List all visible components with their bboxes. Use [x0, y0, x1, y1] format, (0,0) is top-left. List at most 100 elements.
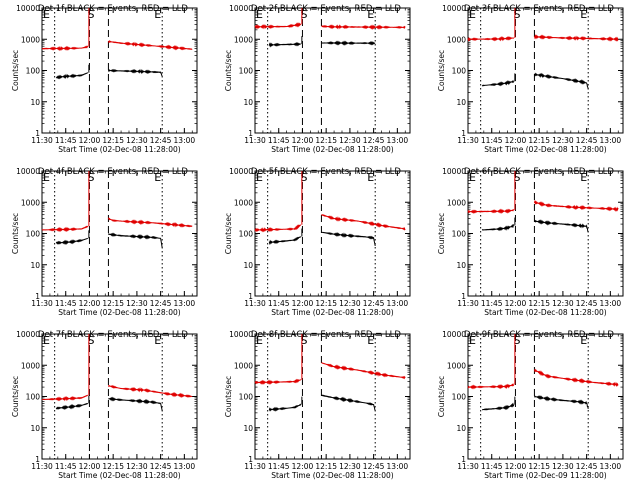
saa-label: S — [300, 8, 307, 21]
eclipse-start-label: E — [43, 171, 50, 184]
eclipse-end-label: E — [367, 8, 374, 21]
axes-frame — [254, 333, 411, 460]
x-tick-label: 12:00 — [79, 136, 101, 145]
x-axis-label: Start Time (02-Dec-08 11:28:00) — [271, 145, 393, 154]
x-tick-label: 12:15 — [315, 136, 337, 145]
y-tick-label: 1 — [461, 455, 466, 464]
y-tick-label: 10 — [243, 424, 253, 433]
panel-det-9: Det 9f BLACK = Events, RED = LLD11010010… — [437, 330, 624, 480]
y-tick-label: 10 — [30, 424, 40, 433]
lld-series-line — [41, 225, 89, 233]
x-axis-label: Start Time (02-Dec-09 11:28:00) — [484, 471, 606, 480]
x-tick-label: 12:15 — [528, 136, 550, 145]
x-tick-label: 12:45 — [576, 462, 598, 471]
events-series-line — [481, 79, 515, 87]
y-axis-label: Counts/sec — [11, 50, 20, 91]
x-tick-label: 12:15 — [315, 462, 337, 471]
x-tick-label: 12:15 — [102, 462, 124, 471]
x-tick-label: 12:45 — [363, 299, 385, 308]
x-tick-label: 11:30 — [457, 462, 479, 471]
x-tick-label: 11:30 — [244, 136, 266, 145]
panel-det-7: Det 7f BLACK = Events, RED = LLD11010010… — [11, 330, 198, 480]
y-tick-label: 100 — [452, 393, 467, 402]
x-axis-label: Start Time (02-Dec-08 11:28:00) — [58, 145, 180, 154]
x-axis-label: Start Time (02-Dec-08 11:28:00) — [271, 308, 393, 317]
x-tick-label: 12:45 — [150, 136, 172, 145]
y-axis-label: Counts/sec — [11, 376, 20, 417]
y-tick-label: 100 — [452, 67, 467, 76]
y-tick-label: 1 — [248, 129, 253, 138]
events-series-line — [107, 232, 163, 248]
events-series-line — [268, 403, 302, 412]
events-series-line — [108, 396, 163, 411]
y-axis-label: Counts/sec — [437, 213, 446, 254]
lld-series-line — [533, 368, 619, 388]
x-tick-label: 12:15 — [528, 462, 550, 471]
x-tick-label: 12:15 — [315, 299, 337, 308]
x-tick-label: 11:45 — [481, 299, 503, 308]
y-tick-label: 1 — [35, 129, 40, 138]
y-axis-label: Counts/sec — [437, 376, 446, 417]
y-axis-label: Counts/sec — [224, 50, 233, 91]
x-tick-label: 13:00 — [600, 136, 622, 145]
lld-series-line — [321, 214, 406, 231]
y-tick-label: 1000 — [21, 198, 40, 207]
lld-series-line — [321, 24, 406, 30]
x-tick-label: 12:00 — [505, 299, 527, 308]
x-tick-label: 12:30 — [552, 136, 574, 145]
x-tick-label: 12:00 — [292, 299, 314, 308]
y-tick-label: 10 — [243, 98, 253, 107]
x-axis-label: Start Time (02-Dec-08 11:28:00) — [58, 308, 180, 317]
lld-series-line — [107, 39, 193, 51]
x-tick-label: 12:30 — [339, 136, 361, 145]
y-tick-label: 1000 — [447, 35, 466, 44]
lld-series-line — [41, 394, 88, 402]
x-tick-label: 12:00 — [79, 299, 101, 308]
y-tick-label: 1 — [248, 292, 253, 301]
x-tick-label: 11:45 — [268, 136, 290, 145]
x-tick-label: 13:00 — [600, 462, 622, 471]
y-tick-label: 1000 — [21, 35, 40, 44]
events-series-line — [533, 219, 589, 233]
events-series-line — [55, 402, 89, 411]
x-axis-label: Start Time (02-Dec-08 11:28:00) — [484, 145, 606, 154]
x-tick-label: 12:45 — [363, 462, 385, 471]
x-tick-label: 11:45 — [481, 462, 503, 471]
y-axis-label: Counts/sec — [224, 213, 233, 254]
events-series-line — [533, 395, 589, 410]
saa-label: S — [513, 171, 520, 184]
y-tick-label: 10000 — [229, 330, 253, 339]
y-tick-label: 10000 — [229, 167, 253, 176]
y-tick-label: 1000 — [234, 35, 253, 44]
saa-label: S — [87, 334, 94, 347]
eclipse-end-label: E — [154, 171, 161, 184]
saa-label: S — [513, 8, 520, 21]
saa-label: S — [513, 334, 520, 347]
x-tick-label: 12:15 — [528, 299, 550, 308]
x-tick-label: 11:45 — [55, 462, 77, 471]
x-tick-label: 12:00 — [292, 136, 314, 145]
y-tick-label: 10000 — [442, 4, 466, 13]
x-tick-label: 12:30 — [126, 462, 148, 471]
eclipse-end-label: E — [154, 8, 161, 21]
y-tick-label: 10 — [30, 261, 40, 270]
eclipse-end-label: E — [580, 171, 587, 184]
x-tick-label: 13:00 — [387, 462, 409, 471]
x-tick-label: 12:45 — [576, 136, 598, 145]
events-series-line — [533, 72, 589, 90]
events-series-line — [55, 237, 88, 246]
y-tick-label: 100 — [239, 393, 254, 402]
panel-det-3: Det 3f BLACK = Events, RED = LLD11010010… — [437, 4, 624, 154]
x-tick-label: 11:30 — [244, 462, 266, 471]
panel-det-5: Det 5f BLACK = Events, RED = LLD11010010… — [224, 167, 411, 317]
lld-series-line — [107, 384, 193, 398]
y-tick-label: 10000 — [16, 330, 40, 339]
x-axis-label: Start Time (02-Dec-08 11:28:00) — [484, 308, 606, 317]
y-tick-label: 1 — [35, 455, 40, 464]
x-tick-label: 12:00 — [292, 462, 314, 471]
axes-frame — [467, 7, 624, 134]
lld-series-line — [467, 208, 515, 214]
y-tick-label: 1000 — [447, 361, 466, 370]
y-axis-label: Counts/sec — [224, 376, 233, 417]
